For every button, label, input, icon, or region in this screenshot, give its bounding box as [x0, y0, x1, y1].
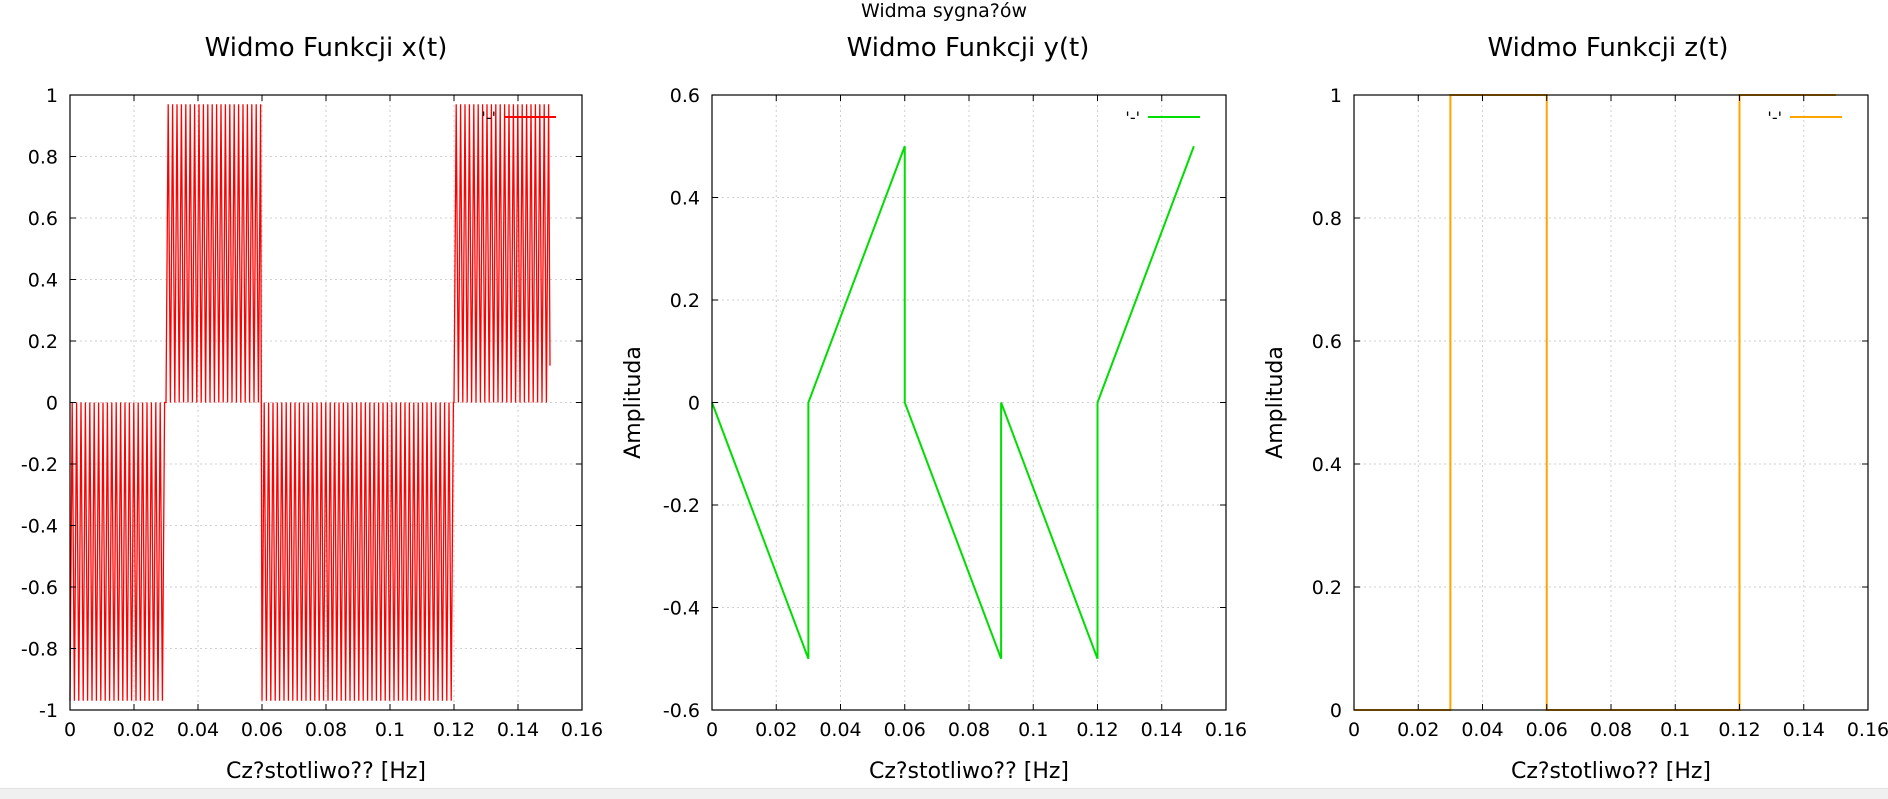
y-tick-label: 0.6 [670, 85, 700, 107]
x-tick-label: 0.14 [497, 719, 539, 741]
y-tick-label: 0.8 [28, 147, 58, 169]
y-tick-label: 0.6 [1312, 331, 1342, 353]
y-tick-label: -1 [39, 700, 58, 722]
legend-label: '-' [481, 108, 496, 127]
x-axis-label: Cz?stotliwo?? [Hz] [1511, 759, 1711, 784]
legend-label: '-' [1125, 108, 1140, 127]
chart-title: Widmo Funkcji x(t) [205, 33, 448, 63]
x-tick-label: 0.02 [113, 719, 155, 741]
y-tick-label: 0 [688, 393, 700, 415]
y-tick-label: -0.4 [663, 598, 700, 620]
figure-title: Widma sygna?ów [860, 0, 1028, 22]
x-tick-label: 0.04 [177, 719, 219, 741]
x-axis-label: Cz?stotliwo?? [Hz] [226, 759, 426, 784]
x-tick-label: 0.16 [1205, 719, 1247, 741]
x-tick-label: 0.14 [1783, 719, 1825, 741]
y-tick-label: 0 [46, 393, 58, 415]
x-tick-label: 0.1 [1660, 719, 1690, 741]
y-tick-label: -0.6 [663, 700, 700, 722]
y-tick-label: 0.6 [28, 208, 58, 230]
y-tick-label: 0.4 [1312, 454, 1342, 476]
y-tick-label: 0.2 [28, 331, 58, 353]
series-line [69, 104, 551, 701]
y-tick-label: 1 [1330, 85, 1342, 107]
bottom-scroll-strip [0, 788, 1888, 799]
y-tick-label: -0.6 [21, 577, 58, 599]
x-tick-label: 0.12 [433, 719, 475, 741]
x-tick-label: 0.12 [1718, 719, 1760, 741]
series-line [711, 145, 1195, 660]
chart-title: Widmo Funkcji z(t) [1487, 33, 1728, 63]
y-tick-label: -0.4 [21, 516, 58, 538]
y-tick-label: 0.2 [1312, 577, 1342, 599]
y-tick-label: 0.8 [1312, 208, 1342, 230]
x-tick-label: 0.06 [1526, 719, 1568, 741]
x-axis-label: Cz?stotliwo?? [Hz] [869, 759, 1069, 784]
x-tick-label: 0.04 [819, 719, 861, 741]
x-tick-label: 0.1 [1018, 719, 1048, 741]
x-tick-label: 0.14 [1141, 719, 1183, 741]
y-tick-label: 0.4 [28, 270, 58, 292]
x-tick-label: 0.12 [1076, 719, 1118, 741]
x-tick-label: 0 [706, 719, 718, 741]
x-tick-label: 0.08 [948, 719, 990, 741]
y-tick-label: -0.2 [21, 454, 58, 476]
x-tick-label: 0.08 [1590, 719, 1632, 741]
y-tick-label: 0 [1330, 700, 1342, 722]
plot-frame [1353, 94, 1869, 711]
series-line [1354, 94, 1836, 711]
legend-label: '-' [1767, 108, 1782, 127]
y-tick-label: 0.4 [670, 188, 700, 210]
y-tick-label: -0.8 [21, 639, 58, 661]
x-tick-label: 0.08 [305, 719, 347, 741]
y-tick-label: 1 [46, 85, 58, 107]
x-tick-label: 0 [1348, 719, 1360, 741]
x-tick-label: 0.06 [241, 719, 283, 741]
x-tick-label: 0.06 [884, 719, 926, 741]
x-tick-label: 0.02 [1397, 719, 1439, 741]
y-tick-label: -0.2 [663, 495, 700, 517]
x-tick-label: 0.02 [755, 719, 797, 741]
x-tick-label: 0.04 [1461, 719, 1503, 741]
y-axis-label: Amplituda [621, 346, 646, 459]
y-axis-label: Amplituda [1263, 346, 1288, 459]
y-tick-label: 0.2 [670, 290, 700, 312]
chart-title: Widmo Funkcji y(t) [847, 33, 1090, 63]
x-tick-label: 0.16 [561, 719, 603, 741]
x-tick-label: 0.1 [375, 719, 405, 741]
x-tick-label: 0.16 [1847, 719, 1888, 741]
x-tick-label: 0 [64, 719, 76, 741]
